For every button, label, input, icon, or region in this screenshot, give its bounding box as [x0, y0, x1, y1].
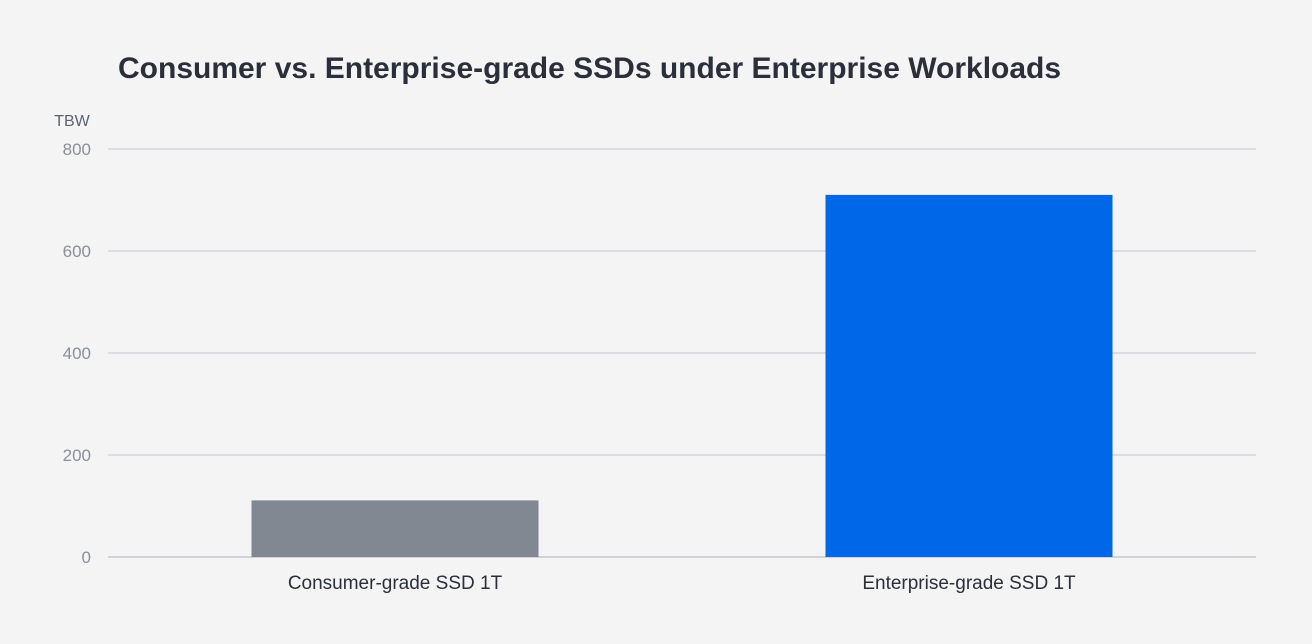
y-axis-ticks: 0 200 400 600 800: [63, 140, 91, 567]
y-tick-label: 600: [63, 242, 91, 261]
chart-title: Consumer vs. Enterprise-grade SSDs under…: [118, 52, 1062, 85]
bar: [251, 500, 539, 557]
x-category-label: Enterprise-grade SSD 1T: [862, 573, 1076, 594]
y-tick-label: 400: [63, 344, 91, 363]
y-tick-label: 800: [63, 140, 91, 159]
y-tick-label: 0: [82, 548, 91, 567]
y-axis-unit-label: TBW: [54, 113, 90, 130]
x-axis-labels: Consumer-grade SSD 1T Enterprise-grade SS…: [288, 573, 1076, 594]
y-tick-label: 200: [63, 446, 91, 465]
x-category-label: Consumer-grade SSD 1T: [288, 573, 503, 594]
bar: [825, 194, 1113, 557]
bars: [251, 194, 1113, 557]
